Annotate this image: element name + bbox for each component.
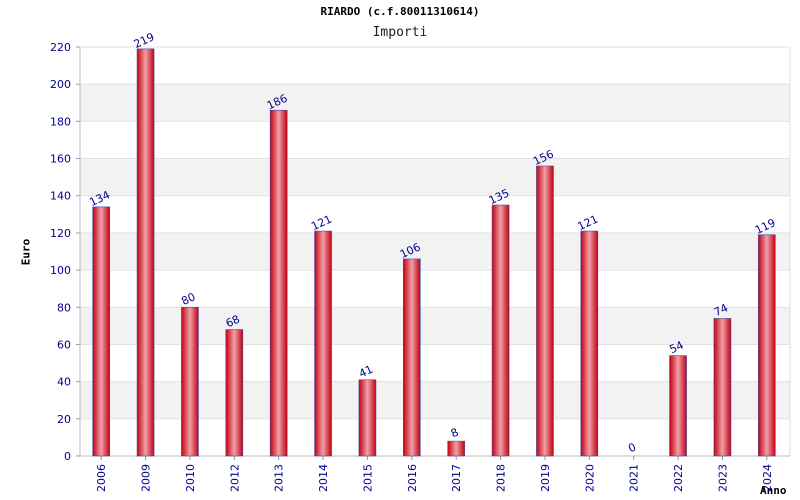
data-label-2021: 0 [626,440,638,455]
x-tick-label-2015: 2015 [361,464,374,492]
data-label-2020: 121 [576,213,601,234]
x-tick-label-2024: 2024 [761,464,774,492]
x-axis-label: Anno [760,484,787,497]
x-tick-label-2021: 2021 [628,464,641,492]
y-tick-label: 220 [50,41,71,54]
x-tick-label-2017: 2017 [450,464,463,492]
x-tick-label-2016: 2016 [406,464,419,492]
bar-2016 [403,258,421,457]
y-tick-label: 80 [57,301,71,314]
x-tick-label-2014: 2014 [317,464,330,492]
grid-band [80,84,790,122]
bars [92,48,776,457]
x-tick-label-2010: 2010 [184,464,197,492]
x-tick-labels: 2006 2009 2010 2012 2013 2014 2015 2016 2017 2018… [95,464,774,492]
data-label-2023: 74 [712,301,730,319]
x-tick-label-2018: 2018 [495,464,508,492]
bar-2015 [358,379,377,457]
chart-subtitle: Importi [372,25,428,40]
y-tick-label: 0 [64,450,71,463]
y-tick-label: 20 [57,413,71,426]
bar-2018 [491,204,510,457]
x-tick-label-2023: 2023 [716,464,729,492]
bar-2012 [225,329,244,457]
x-tick-label-2013: 2013 [273,464,286,492]
y-tick-label: 40 [57,376,71,389]
data-label-2022: 54 [667,339,685,357]
bar-2020 [580,230,599,457]
data-label-2010: 80 [179,290,197,308]
bar-2023 [713,318,732,457]
y-tick-label: 120 [50,227,71,240]
data-label-2015: 41 [357,363,375,381]
grid-band [80,232,790,271]
bar-2013 [269,109,288,457]
x-tick-label-2012: 2012 [228,464,241,492]
y-tick-label: 160 [50,153,71,166]
bar-2010 [181,306,199,457]
y-tick-label: 180 [50,115,71,128]
data-label-2009: 219 [132,30,157,51]
bar-2017 [447,440,465,457]
data-label-2017: 8 [449,426,461,441]
bar-2006 [92,206,110,457]
y-tick-label: 200 [50,78,71,91]
bar-2014 [314,230,332,457]
bar-2022 [669,355,687,457]
x-tick-label-2022: 2022 [672,464,685,492]
x-tick-label-2009: 2009 [140,464,153,492]
bar-2024 [758,234,776,457]
x-tick-label-2019: 2019 [539,464,552,492]
y-tick-label: 100 [50,264,71,277]
data-label-2014: 121 [309,213,334,234]
x-tick-label-2006: 2006 [95,464,108,492]
bar-2019 [536,165,554,457]
chart-title: RIARDO (c.f.80011310614) [320,5,480,18]
y-tick-labels: 0 20 40 60 80 100 120 140 160 180 200 220 [50,41,71,463]
y-tick-label: 60 [57,338,71,351]
x-tick-label-2020: 2020 [583,464,596,492]
grid-band [80,158,790,196]
y-tick-label: 140 [50,190,71,203]
data-label-2012: 68 [224,313,242,331]
bar-2009 [136,48,155,457]
